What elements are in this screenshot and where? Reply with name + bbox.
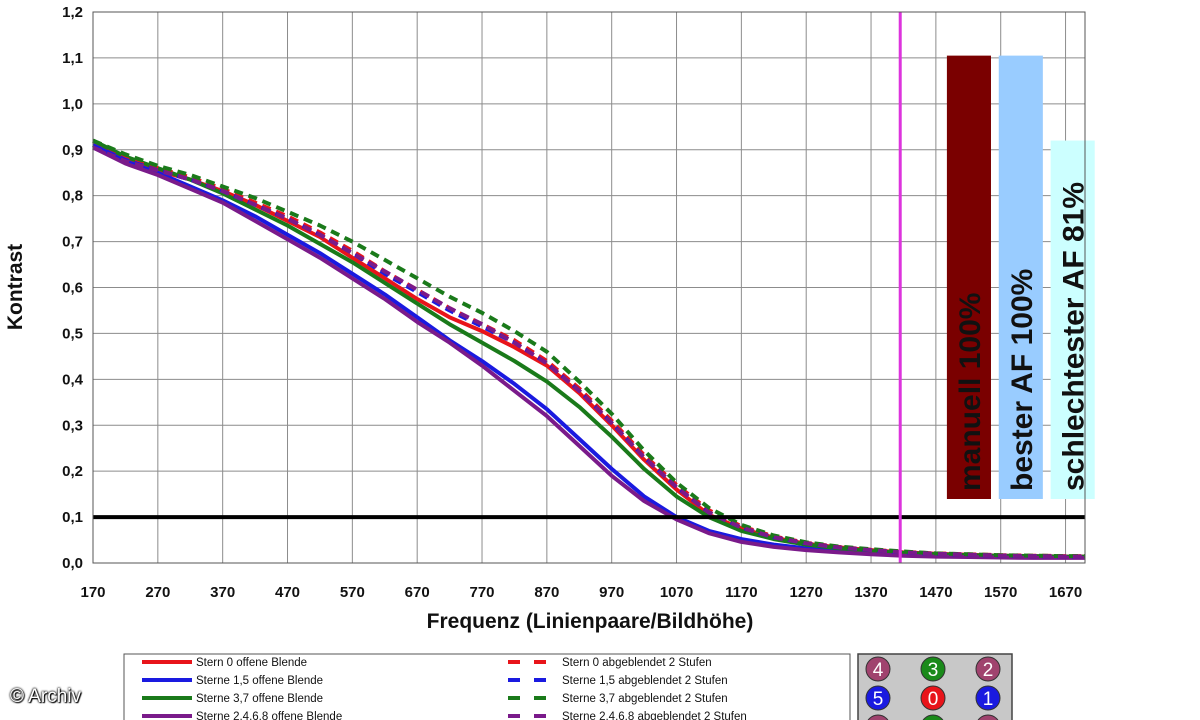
y-tick-label: 0,1 xyxy=(62,509,83,526)
y-tick-label: 0,9 xyxy=(62,142,83,159)
x-tick-label: 970 xyxy=(599,584,624,601)
y-tick-label: 0,4 xyxy=(62,371,84,388)
x-axis-label: Frequenz (Linienpaare/Bildhöhe) xyxy=(427,610,754,633)
reference-lines xyxy=(93,12,1085,563)
position-marker-label: 7 xyxy=(928,718,939,720)
y-tick-label: 0,2 xyxy=(62,463,83,480)
position-marker xyxy=(922,714,944,720)
position-marker-label: 2 xyxy=(983,660,994,681)
axis-ticks: 0,0 0,1 0,2 0,3 0,4 0,5 0,6 0,7 0,8 0,9 1,0 1,1 1,2 1… xyxy=(62,4,1082,601)
legend-label: Sterne 2,4,6,8 offene Blende xyxy=(196,711,342,720)
legend-box xyxy=(123,653,851,720)
x-tick-label: 1070 xyxy=(660,584,693,601)
y-tick-label: 0,0 xyxy=(62,555,83,572)
x-tick-label: 370 xyxy=(210,584,235,601)
bar-label: schlechtester AF 81% xyxy=(1058,182,1091,491)
position-marker-label: 0 xyxy=(928,689,939,710)
x-tick-label: 1370 xyxy=(854,584,887,601)
position-marker xyxy=(920,656,946,682)
legend-label: Sterne 3,7 offene Blende xyxy=(196,693,323,705)
x-tick-label: 1270 xyxy=(790,584,823,601)
series-line-dashed xyxy=(92,145,1085,559)
grid xyxy=(92,11,1085,564)
position-marker-label: 4 xyxy=(873,660,884,681)
legend-label: Sterne 2,4,6,8 abgeblendet 2 Stufen xyxy=(562,711,747,720)
legend-label: Sterne 1,5 offene Blende xyxy=(196,675,323,687)
x-tick-label: 1470 xyxy=(919,584,952,601)
position-marker-label: 1 xyxy=(983,689,994,710)
y-tick-label: 1,2 xyxy=(62,4,83,21)
legend-label: Sterne 1,5 abgeblendet 2 Stufen xyxy=(562,675,728,687)
y-tick-label: 0,7 xyxy=(62,234,83,251)
bar-label: manuell 100% xyxy=(954,293,987,491)
position-key: 4 3 2 5 0 1 6 7 8 xyxy=(857,653,1013,720)
bar xyxy=(1050,140,1095,500)
position-marker xyxy=(975,685,1001,711)
legend-label: Sterne 3,7 abgeblendet 2 Stufen xyxy=(562,693,728,705)
credit-label: © Archiv xyxy=(10,686,82,707)
x-tick-label: 670 xyxy=(405,584,430,601)
position-marker-label: 6 xyxy=(873,718,884,720)
position-marker-label: 5 xyxy=(873,689,884,710)
bar xyxy=(998,55,1043,499)
bars: manuell 100% bester AF 100% schlechtester … xyxy=(946,55,1095,500)
y-tick-label: 0,5 xyxy=(62,325,83,342)
y-axis-label: Kontrast xyxy=(4,244,27,330)
position-marker xyxy=(867,714,889,720)
position-marker-label: 8 xyxy=(983,718,994,720)
x-tick-label: 1570 xyxy=(984,584,1017,601)
y-tick-label: 0,3 xyxy=(62,417,83,434)
y-tick-label: 0,8 xyxy=(62,188,83,205)
x-tick-label: 1670 xyxy=(1049,584,1082,601)
plot-frame xyxy=(92,11,1086,564)
x-tick-label: 170 xyxy=(80,584,105,601)
legend: Stern 0 offene Blende Sterne 1,5 offene B… xyxy=(123,653,851,720)
legend-label: Stern 0 abgeblendet 2 Stufen xyxy=(562,657,712,669)
x-tick-label: 870 xyxy=(534,584,559,601)
series-line xyxy=(92,145,1085,560)
series-lines xyxy=(92,138,1085,560)
position-marker xyxy=(865,685,891,711)
bar-label: bester AF 100% xyxy=(1006,269,1039,491)
position-marker xyxy=(975,656,1001,682)
legend-label: Stern 0 offene Blende xyxy=(196,657,307,669)
x-tick-label: 770 xyxy=(470,584,495,601)
x-tick-label: 470 xyxy=(275,584,300,601)
y-tick-label: 1,1 xyxy=(62,50,83,67)
position-marker xyxy=(920,685,946,711)
bar xyxy=(946,55,991,499)
x-tick-label: 270 xyxy=(145,584,170,601)
position-marker xyxy=(865,656,891,682)
y-tick-label: 1,0 xyxy=(62,96,83,113)
position-marker-label: 3 xyxy=(928,660,939,681)
x-tick-label: 1170 xyxy=(725,584,758,601)
x-tick-label: 570 xyxy=(340,584,365,601)
position-marker xyxy=(977,714,999,720)
y-tick-label: 0,6 xyxy=(62,280,83,297)
